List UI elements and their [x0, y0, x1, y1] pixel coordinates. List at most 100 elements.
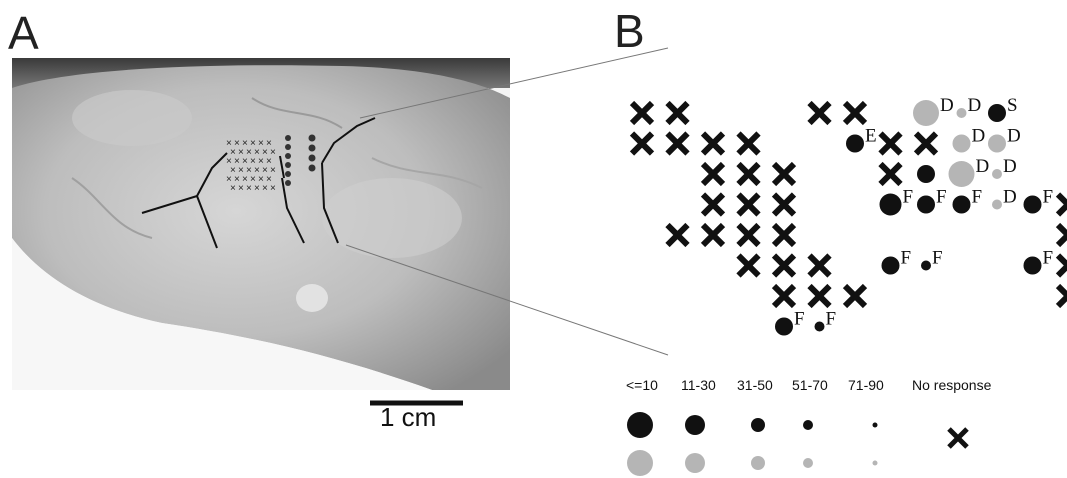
photo-grid-marker: ×: [266, 138, 272, 149]
no-response-marker: [878, 161, 903, 187]
photo-grid-marker: ×: [234, 156, 240, 167]
legend-dot: [627, 412, 653, 438]
photo-grid-marker: ×: [258, 138, 264, 149]
response-type-label: D: [1003, 187, 1017, 208]
no-response-marker: [842, 283, 868, 309]
photo-grid-marker: ×: [242, 174, 248, 185]
photo-grid-marker: ×: [238, 147, 244, 158]
legend-no-response-marker: [947, 427, 969, 449]
response-dot: [992, 169, 1002, 179]
photo-grid-marker: ×: [250, 156, 256, 167]
photo-grid-dot: [285, 144, 291, 150]
no-response-marker: [700, 222, 726, 248]
no-response-marker: [1055, 192, 1067, 217]
no-response-marker: [665, 222, 690, 248]
no-response-marker: [665, 100, 690, 126]
no-response-marker: [700, 192, 726, 217]
no-response-marker: [700, 161, 726, 187]
photo-grid-marker: ×: [246, 165, 252, 176]
no-response-marker: [771, 253, 797, 278]
response-dot: [775, 317, 793, 336]
response-dot: [1023, 195, 1042, 214]
no-response-marker: [629, 100, 655, 126]
photo-grid-marker: ×: [270, 183, 276, 194]
no-response-marker: [878, 131, 903, 156]
scale-bar-label: 1 cm: [380, 402, 437, 432]
response-dot: [988, 134, 1006, 153]
zoom-line-top: [359, 47, 669, 119]
legend-dot: [872, 460, 878, 466]
legend-dot: [685, 415, 705, 435]
legend-dot: [872, 422, 878, 428]
legend-dot: [803, 458, 813, 468]
photo-grid-dot: [308, 144, 316, 152]
photo-grid-marker: ×: [262, 165, 268, 176]
no-response-marker: [736, 192, 761, 217]
panel-a-label: A: [8, 7, 39, 59]
no-response-marker: [736, 253, 761, 278]
photo-grid-marker: ×: [238, 165, 244, 176]
response-dot: [846, 134, 864, 153]
photo-grid-dot: [285, 135, 291, 141]
photo-grid-marker: ×: [250, 138, 256, 149]
response-dot: [917, 195, 935, 214]
photo-grid-marker: ×: [266, 174, 272, 185]
legend-label-6: No response: [912, 377, 992, 393]
response-type-label: D: [968, 95, 982, 116]
photo-grid-marker: ×: [254, 165, 260, 176]
no-response-marker: [736, 222, 761, 248]
response-type-label: D: [940, 95, 954, 116]
photo-grid-marker: ×: [242, 156, 248, 167]
response-type-label: F: [936, 187, 947, 208]
photo-grid-marker: ×: [226, 174, 232, 185]
response-dot: [992, 199, 1002, 210]
legend-label-5: 71-90: [848, 377, 884, 393]
photo-grid-marker: ×: [230, 165, 236, 176]
no-response-marker: [771, 222, 797, 248]
photo-grid-marker: ×: [270, 165, 276, 176]
photo-grid-marker: ×: [234, 174, 240, 185]
photo-grid-marker: ×: [246, 147, 252, 158]
response-type-label: D: [1007, 126, 1021, 147]
no-response-marker: [629, 131, 655, 156]
photo-sampling-grid: × × × × × ×× × × × × ×× × × × × ×× × × × × ×× × × × × ×× × × × × ×: [226, 134, 316, 194]
photo-grid-marker: ×: [230, 183, 236, 194]
no-response-marker: [700, 131, 726, 156]
legend-dot: [751, 418, 765, 432]
response-type-label: S: [1007, 95, 1018, 116]
photo-grid-marker: ×: [242, 138, 248, 149]
photo-grid-marker: ×: [246, 183, 252, 194]
legend-dot: [685, 453, 705, 473]
photo-grid-dot: [285, 180, 291, 186]
zoom-line-bottom: [345, 244, 669, 356]
photo-grid-marker: ×: [234, 138, 240, 149]
response-type-label: F: [1043, 248, 1054, 269]
response-type-label: F: [903, 187, 914, 208]
photo-grid-marker: ×: [270, 147, 276, 158]
photo-grid-marker: ×: [230, 147, 236, 158]
legend-label-1: <=10: [626, 377, 658, 393]
tongue-photo: × × × × × × × × × × × × × × × × × × × × × × × × × × × × × × × × × × × ×: [12, 58, 510, 390]
response-dot: [814, 321, 825, 332]
photo-grid-marker: ×: [258, 174, 264, 185]
no-response-marker: [1055, 253, 1067, 278]
no-response-marker: [736, 131, 761, 156]
photo-grid-dot: [285, 153, 291, 159]
photo-grid-marker: ×: [262, 183, 268, 194]
no-response-marker: [1055, 222, 1067, 248]
response-type-label: F: [972, 187, 983, 208]
legend-label-3: 31-50: [737, 377, 773, 393]
photo-boundary-lines: [141, 117, 376, 249]
response-dot: [879, 193, 902, 216]
photo-grid-marker: ×: [266, 156, 272, 167]
response-dot: [1023, 256, 1042, 275]
no-response-marker: [665, 131, 690, 156]
legend-label-4: 51-70: [792, 377, 828, 393]
response-type-label: F: [932, 248, 943, 269]
response-dot: [921, 260, 931, 271]
response-type-label: F: [1043, 187, 1054, 208]
response-dot: [956, 108, 967, 118]
no-response-marker: [771, 192, 797, 217]
response-dot: [988, 104, 1006, 122]
no-response-marker: [807, 283, 832, 309]
